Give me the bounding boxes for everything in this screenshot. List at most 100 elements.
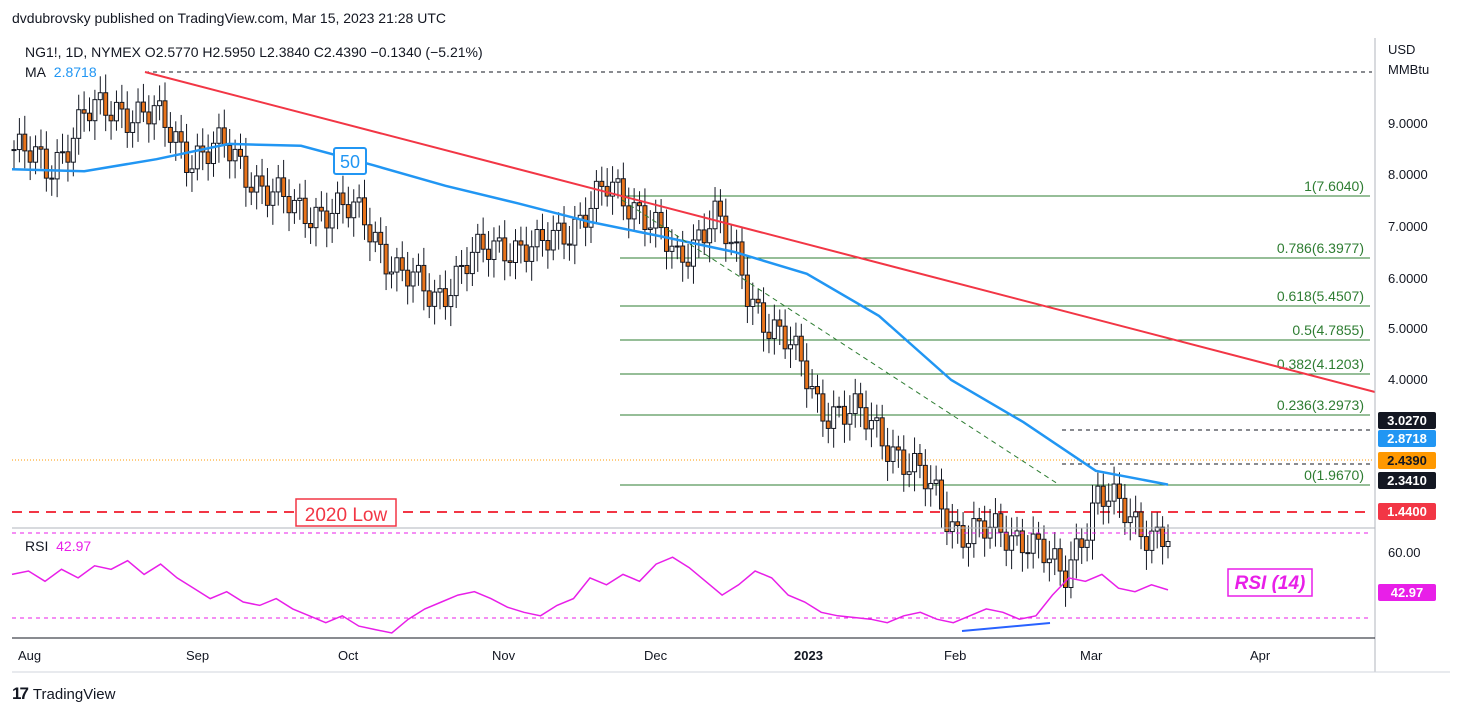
candle-up — [151, 105, 157, 125]
candle-up — [588, 207, 594, 228]
candle-up — [189, 168, 195, 173]
candle-down — [922, 464, 928, 490]
candle-up — [313, 206, 319, 229]
candle-up — [593, 180, 599, 209]
candle-down — [723, 215, 729, 245]
candle-down — [65, 151, 71, 163]
candle-down — [663, 227, 669, 252]
price-tick-9: 9.0000 — [1388, 116, 1428, 131]
time-label-feb: Feb — [944, 648, 967, 663]
candle-down — [86, 112, 92, 122]
candle-up — [847, 413, 853, 425]
candle-up — [1133, 511, 1139, 518]
candle-down — [1160, 526, 1166, 548]
candle-up — [448, 295, 454, 308]
candle-down — [1036, 533, 1042, 540]
candle-down — [302, 197, 308, 225]
footer-brand[interactable]: 17 TradingView — [12, 684, 115, 704]
candle-up — [793, 335, 799, 346]
candle-down — [340, 192, 346, 206]
price-tick-6: 6.0000 — [1388, 271, 1428, 286]
candle-up — [712, 200, 718, 230]
low-2020-badge-text: 2020 Low — [305, 505, 388, 526]
candle-down — [939, 479, 945, 510]
candle-down — [22, 133, 28, 152]
candle-up — [971, 518, 977, 545]
candle-down — [658, 211, 664, 229]
candle-down — [561, 222, 567, 245]
candle-down — [345, 204, 351, 219]
price-tag-ma: 2.8718 — [1378, 430, 1436, 447]
candle-down — [545, 240, 551, 251]
candle-down — [885, 445, 891, 462]
rsi-legend[interactable]: RSI 42.97 — [25, 538, 91, 554]
candle-up — [674, 245, 680, 248]
candle-up — [1111, 483, 1117, 502]
candle-down — [798, 335, 804, 362]
symbol-legend[interactable]: NG1!, 1D, NYMEX O2.5770 H2.5950 L2.3840 … — [25, 44, 483, 60]
time-label-nov: Nov — [492, 648, 516, 663]
candle-up — [297, 197, 303, 201]
candle-down — [1019, 530, 1025, 554]
candle-up — [459, 264, 465, 267]
candle-down — [998, 513, 1004, 533]
candle-down — [755, 298, 761, 304]
candle-up — [270, 191, 276, 206]
ma-legend-value: 2.8718 — [53, 64, 97, 80]
candle-down — [863, 407, 869, 430]
price-tick-8: 8.0000 — [1388, 167, 1428, 182]
rsi-badge-text: RSI (14) — [1235, 573, 1306, 594]
candle-up — [130, 122, 136, 133]
candle-down — [184, 141, 190, 173]
price-tag-recent-low: 2.3410 — [1378, 472, 1436, 489]
candle-up — [534, 229, 540, 248]
candle-down — [739, 241, 745, 276]
candle-down — [1003, 531, 1009, 551]
candle-down — [426, 290, 432, 307]
candle-up — [836, 405, 842, 408]
candle-down — [205, 151, 211, 165]
candle-up — [1084, 539, 1090, 548]
candle-down — [324, 210, 330, 229]
candle-up — [771, 319, 777, 340]
candle-down — [1122, 497, 1128, 524]
candle-down — [227, 144, 233, 162]
candle-down — [502, 237, 508, 262]
candle-down — [237, 148, 243, 157]
candle-down — [1143, 536, 1149, 551]
ma-legend-label: MA — [25, 64, 46, 80]
time-label-2023: 2023 — [794, 648, 823, 663]
candle-up — [388, 271, 394, 275]
candle-up — [949, 521, 955, 533]
candle-down — [286, 196, 292, 214]
candle-down — [399, 257, 405, 271]
candle-down — [248, 186, 254, 193]
candle-down — [281, 177, 287, 198]
ma-legend[interactable]: MA 2.8718 — [25, 64, 97, 80]
candle-down — [162, 100, 168, 128]
candle-up — [372, 231, 378, 243]
fib-level-label: 0.618(5.4507) — [1277, 288, 1364, 304]
candle-up — [11, 149, 17, 152]
candle-up — [135, 101, 141, 124]
rsi-legend-value: 42.97 — [56, 538, 92, 554]
candle-down — [140, 101, 146, 113]
tradingview-logo-icon: 17 — [12, 684, 29, 703]
candle-up — [550, 229, 556, 251]
candle-up — [965, 543, 971, 548]
price-unit-mmbtu: MMBtu — [1388, 62, 1430, 77]
time-label-apr: Apr — [1250, 648, 1271, 663]
candle-down — [620, 178, 626, 207]
candle-up — [70, 137, 76, 163]
candle-up — [556, 222, 562, 231]
candle-up — [1046, 558, 1052, 564]
candle-up — [76, 109, 82, 139]
candle-down — [124, 108, 130, 133]
candle-down — [917, 452, 923, 466]
time-label-aug: Aug — [18, 648, 42, 663]
candle-up — [529, 246, 535, 262]
candle-down — [782, 325, 788, 350]
candle-up — [415, 264, 421, 273]
candle-up — [254, 175, 260, 193]
